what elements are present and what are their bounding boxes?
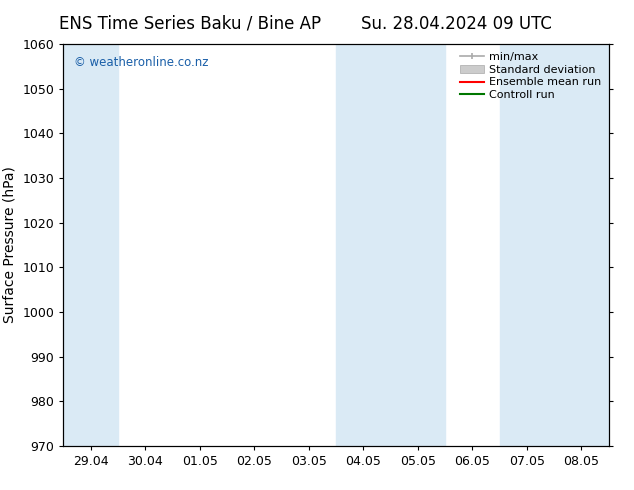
Y-axis label: Surface Pressure (hPa): Surface Pressure (hPa)	[3, 167, 17, 323]
Text: © weatheronline.co.nz: © weatheronline.co.nz	[74, 56, 209, 69]
Bar	[500, 44, 609, 446]
Bar	[63, 44, 118, 446]
Text: Su. 28.04.2024 09 UTC: Su. 28.04.2024 09 UTC	[361, 15, 552, 33]
Legend: min/max, Standard deviation, Ensemble mean run, Controll run: min/max, Standard deviation, Ensemble me…	[458, 49, 603, 102]
Bar	[336, 44, 445, 446]
Text: ENS Time Series Baku / Bine AP: ENS Time Series Baku / Bine AP	[59, 15, 321, 33]
